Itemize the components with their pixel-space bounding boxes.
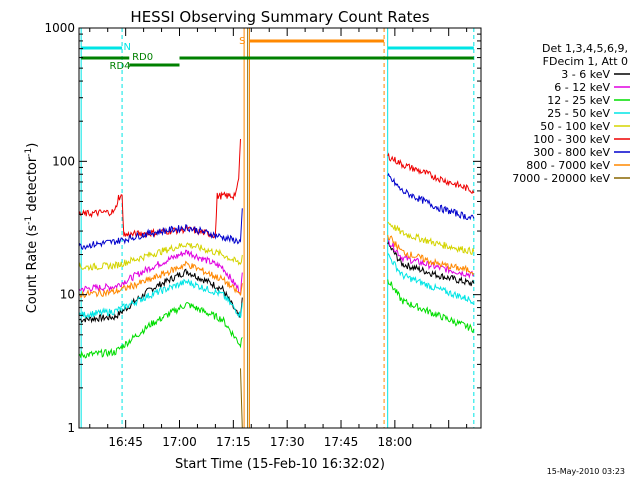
legend-entry-label: 800 - 7000 keV [526, 159, 610, 172]
series-line [78, 238, 475, 296]
x-tick-label: 17:15 [216, 435, 251, 449]
series-line [78, 253, 474, 320]
legend-entry-label: 12 - 25 keV [547, 94, 610, 107]
series-line [79, 240, 475, 324]
night-flag-label: N [124, 42, 131, 53]
rd0-flag-label: RD0 [132, 52, 153, 63]
legend-entry-label: 25 - 50 keV [547, 107, 610, 120]
rd4-flag-label: RD4 [110, 61, 131, 72]
x-tick-label: 17:00 [162, 435, 197, 449]
legend-entry-label: 50 - 100 keV [540, 120, 610, 133]
legend-header: FDecim 1, Att 0 [543, 55, 628, 68]
series-line [78, 234, 475, 299]
legend-entry-label: 3 - 6 keV [561, 68, 610, 81]
legend-entry-label: 6 - 12 keV [554, 81, 610, 94]
plot-frame [78, 27, 482, 429]
legend-header: Det 1,3,4,5,6,9, [542, 42, 628, 55]
y-tick-label: 1000 [44, 21, 75, 35]
series-line [78, 138, 475, 239]
y-tick-label: 1 [67, 421, 75, 435]
x-axis: 16:45 17:00 17:15 17:30 17:45 18:00 [89, 28, 468, 449]
saa-flag-label: S [239, 36, 245, 47]
series-line [78, 221, 475, 272]
legend: Det 1,3,4,5,6,9,FDecim 1, Att 03 - 6 keV… [512, 42, 630, 185]
x-tick-label: 16:45 [108, 435, 143, 449]
legend-entry-label: 7000 - 20000 keV [512, 172, 610, 185]
x-tick-label: 17:30 [270, 435, 305, 449]
chart-title: HESSI Observing Summary Count Rates [130, 8, 429, 26]
x-tick-label: 17:45 [324, 435, 359, 449]
plot-area [80, 28, 475, 428]
footer-timestamp: 15-May-2010 03:23 [547, 467, 625, 476]
series-line [78, 172, 475, 251]
legend-entry-label: 100 - 300 keV [533, 133, 610, 146]
y-axis-label: Count Rate (s-1 detector-1) [24, 143, 40, 314]
series-line [78, 279, 475, 359]
y-tick-label: 100 [52, 154, 75, 168]
x-axis-label: Start Time (15-Feb-10 16:32:02) [175, 457, 385, 472]
legend-entry-label: 300 - 800 keV [533, 146, 610, 159]
series-group [78, 28, 475, 429]
y-tick-label: 10 [60, 288, 75, 302]
x-tick-label: 18:00 [378, 435, 413, 449]
y-axis: 1 10 100 1000 [44, 21, 481, 435]
